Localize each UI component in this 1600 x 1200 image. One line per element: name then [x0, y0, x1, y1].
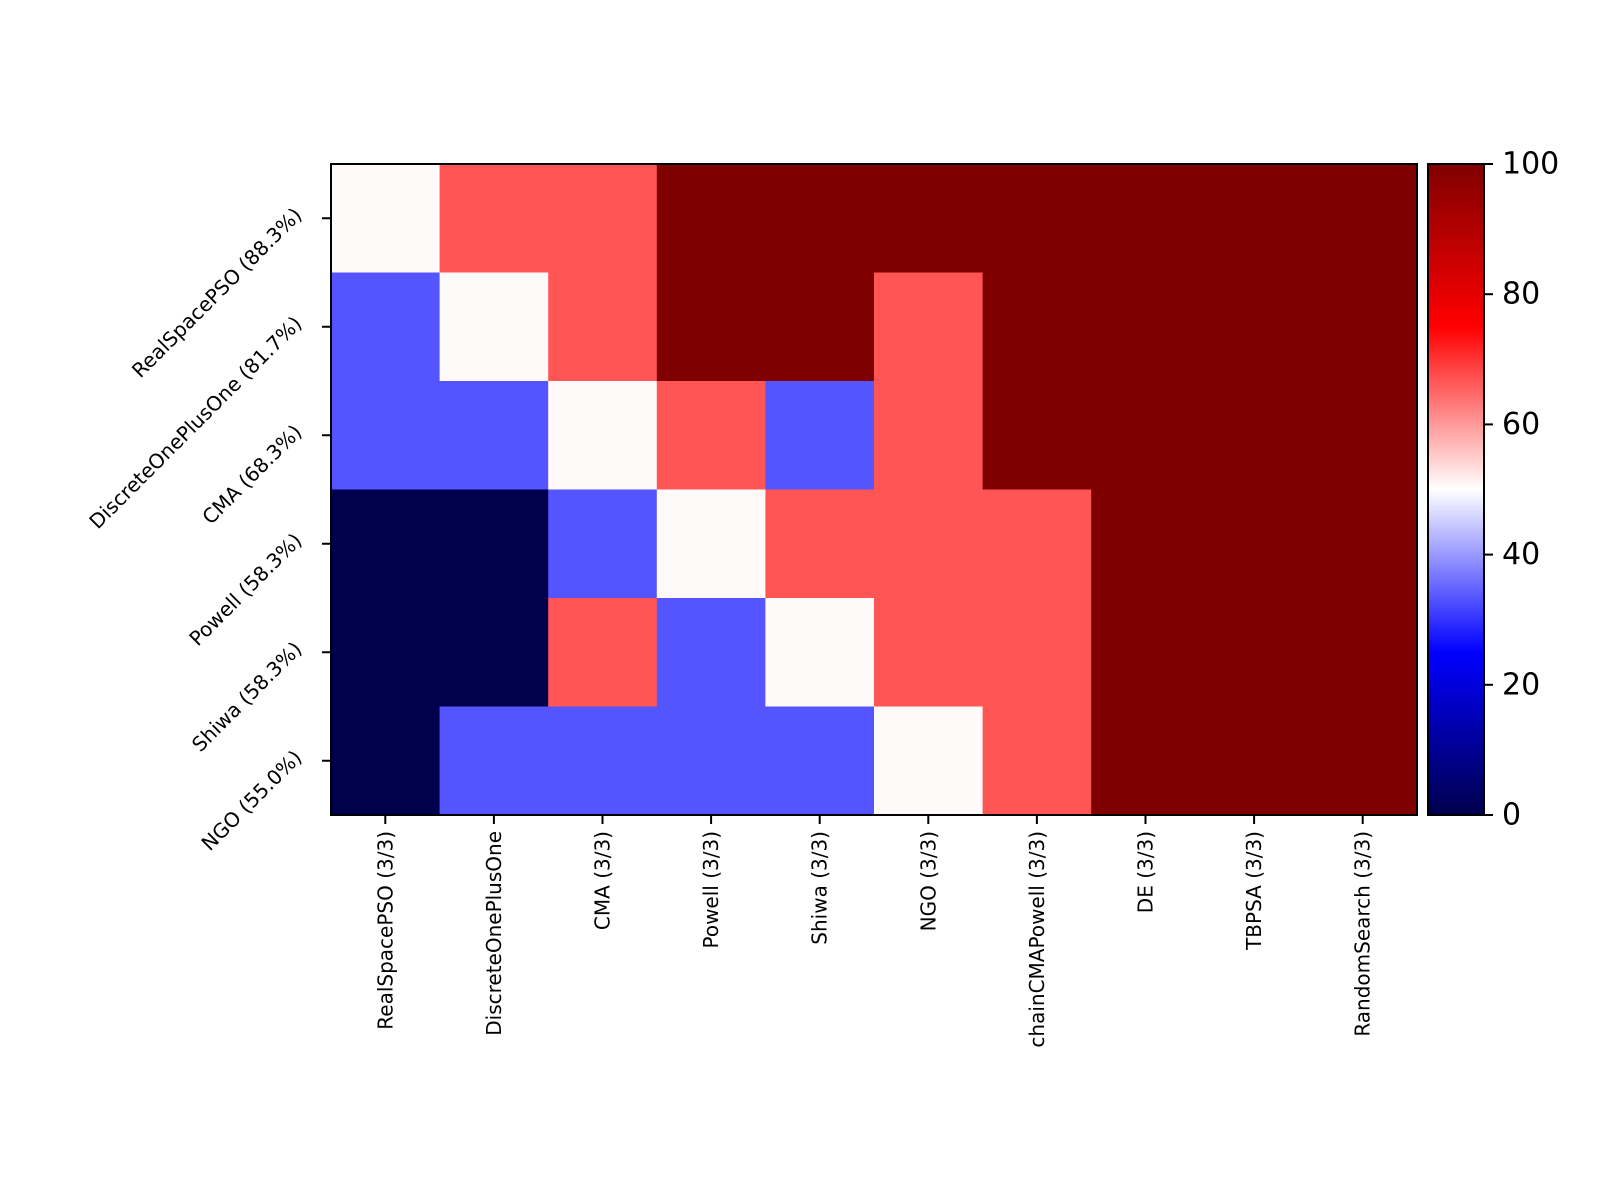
- heatmap-cell: [439, 381, 549, 491]
- heatmap-cell: [548, 489, 658, 599]
- heatmap-cell: [1308, 706, 1418, 816]
- heatmap-cell: [1199, 489, 1309, 599]
- y-tick-label: Powell (58.3%): [184, 528, 306, 650]
- heatmap-cell: [765, 706, 875, 816]
- heatmap-cell: [1308, 489, 1418, 599]
- colorbar-tick-label: 40: [1502, 537, 1540, 572]
- x-tick-label: RandomSearch (3/3): [1351, 831, 1375, 1037]
- heatmap-cell: [548, 164, 658, 274]
- x-tick-label: Shiwa (3/3): [808, 831, 832, 945]
- heatmap-cell: [331, 164, 441, 274]
- heatmap-cell: [765, 489, 875, 599]
- heatmap-cell: [331, 272, 441, 382]
- heatmap-cell: [1091, 272, 1201, 382]
- heatmap-cell: [1091, 598, 1201, 708]
- heatmap-cell: [765, 381, 875, 491]
- heatmap-cell: [331, 706, 441, 816]
- y-axis: RealSpacePSO (88.3%)DiscreteOnePlusOne (…: [84, 203, 331, 855]
- heatmap-cell: [765, 164, 875, 274]
- plot-frame: [330, 163, 1418, 816]
- heatmap-cell: [439, 706, 549, 816]
- heatmap-cell: [874, 706, 984, 816]
- heatmap-cell: [1308, 272, 1418, 382]
- heatmap-cell: [1199, 706, 1309, 816]
- colorbar: [1428, 164, 1484, 815]
- y-tick-label: Shiwa (58.3%): [187, 637, 307, 757]
- y-tick-label: CMA (68.3%): [197, 420, 306, 529]
- y-tick-label: NGO (55.0%): [196, 745, 306, 855]
- heatmap-cell: [331, 381, 441, 491]
- x-tick-label: NGO (3/3): [916, 831, 940, 931]
- y-tick-label: DiscreteOnePlusOne (81.7%): [84, 311, 306, 533]
- x-tick-label: DE (3/3): [1134, 831, 1158, 913]
- heatmap-cell: [656, 489, 766, 599]
- heatmap-cell: [982, 489, 1092, 599]
- heatmap-cell: [1091, 706, 1201, 816]
- heatmap-cell: [656, 381, 766, 491]
- heatmap-cell: [439, 489, 549, 599]
- heatmap-cell: [1091, 489, 1201, 599]
- heatmap-cell: [982, 381, 1092, 491]
- heatmap-cell: [982, 272, 1092, 382]
- heatmap-cell: [439, 272, 549, 382]
- heatmap-cell: [548, 706, 658, 816]
- heatmap-cell: [1308, 598, 1418, 708]
- heatmap-cell: [982, 706, 1092, 816]
- heatmap-cell: [982, 598, 1092, 708]
- x-tick-label: CMA (3/3): [591, 831, 615, 930]
- heatmap-cells: [331, 164, 1418, 816]
- x-tick-label: DiscreteOnePlusOne: [482, 831, 506, 1036]
- heatmap-cell: [1199, 598, 1309, 708]
- colorbar-frame: [1427, 163, 1485, 816]
- heatmap-cell: [548, 598, 658, 708]
- heatmap-cell: [439, 164, 549, 274]
- heatmap-cell: [656, 598, 766, 708]
- colorbar-tick-label: 100: [1502, 147, 1559, 182]
- heatmap-cell: [1308, 164, 1418, 274]
- heatmap-cell: [765, 598, 875, 708]
- heatmap-cell: [765, 272, 875, 382]
- heatmap-cell: [874, 598, 984, 708]
- heatmap-cell: [1308, 381, 1418, 491]
- x-tick-label: TBPSA (3/3): [1242, 831, 1266, 951]
- heatmap-cell: [1091, 164, 1201, 274]
- heatmap-cell: [656, 272, 766, 382]
- colorbar-tick-label: 80: [1502, 277, 1540, 312]
- heatmap-cell: [874, 489, 984, 599]
- x-axis: RealSpacePSO (3/3) DiscreteOnePlusOne CMA …: [373, 815, 1375, 1048]
- heatmap-cell: [1199, 381, 1309, 491]
- heatmap-cell: [439, 598, 549, 708]
- heatmap-cell: [874, 272, 984, 382]
- heatmap-cell: [656, 706, 766, 816]
- colorbar-tick-label: 0: [1502, 798, 1521, 833]
- y-tick-label: RealSpacePSO (88.3%): [127, 203, 307, 383]
- heatmap-cell: [656, 164, 766, 274]
- heatmap-cell: [548, 272, 658, 382]
- colorbar-tick-label: 20: [1502, 667, 1540, 702]
- heatmap-cell: [1091, 381, 1201, 491]
- colorbar-axis: 0 20 40 60 80 100: [1484, 147, 1559, 833]
- heatmap-cell: [874, 164, 984, 274]
- heatmap-cell: [982, 164, 1092, 274]
- heatmap-cell: [1199, 272, 1309, 382]
- colorbar-tick-label: 60: [1502, 407, 1540, 442]
- heatmap-cell: [874, 381, 984, 491]
- heatmap-cell: [331, 489, 441, 599]
- heatmap-cell: [331, 598, 441, 708]
- x-tick-label: Powell (3/3): [699, 831, 723, 949]
- heatmap-cell: [1199, 164, 1309, 274]
- x-tick-label: chainCMAPowell (3/3): [1025, 831, 1049, 1048]
- heatmap-cell: [548, 381, 658, 491]
- x-tick-label: RealSpacePSO (3/3): [373, 831, 397, 1030]
